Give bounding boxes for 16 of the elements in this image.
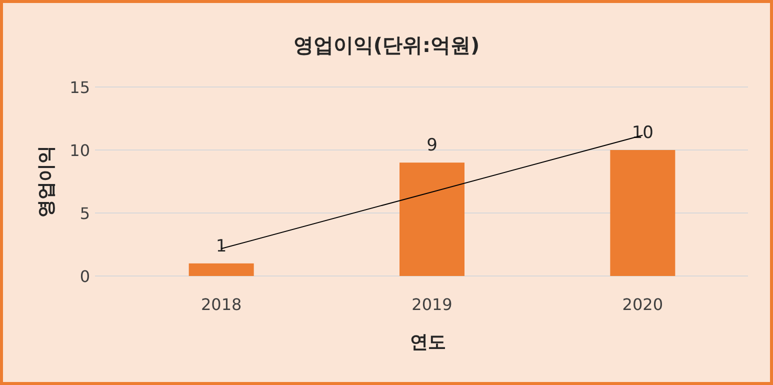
- y-tick-label: 5: [80, 204, 90, 223]
- x-tick-label: 2018: [200, 295, 242, 314]
- y-tick-label: 0: [80, 267, 90, 286]
- y-tick-label: 10: [70, 141, 90, 160]
- chart-title: 영업이익(단위:억원): [293, 33, 480, 57]
- data-label: 1: [216, 236, 227, 256]
- y-axis-title: 영업이익: [36, 146, 57, 218]
- data-label: 10: [632, 123, 654, 143]
- x-tick-label: 2020: [622, 295, 664, 314]
- data-label: 9: [426, 136, 438, 156]
- x-tick-label: 2019: [412, 295, 452, 314]
- y-tick-label: 15: [70, 78, 90, 97]
- bar: [400, 162, 464, 276]
- x-axis-title: 연도: [410, 332, 446, 353]
- bar: [610, 150, 676, 276]
- bar: [188, 263, 254, 276]
